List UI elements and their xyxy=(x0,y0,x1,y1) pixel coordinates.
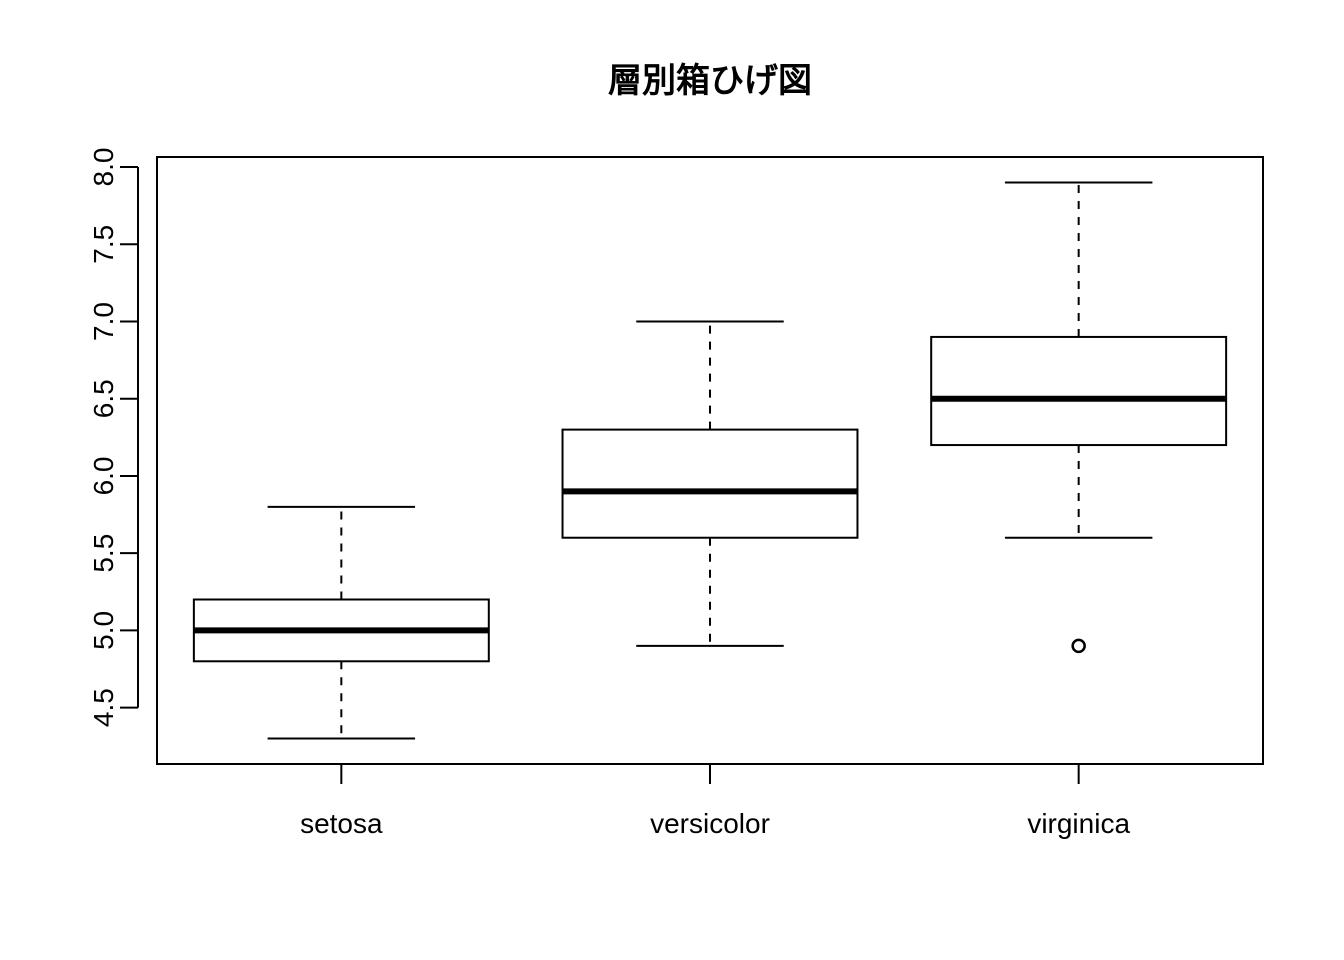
y-tick-label-0: 4.5 xyxy=(88,688,119,727)
x-tick-label-setosa: setosa xyxy=(300,808,383,839)
boxes-group xyxy=(192,181,1228,740)
y-tick-label-1: 5.0 xyxy=(88,611,119,650)
y-tick-label-6: 7.5 xyxy=(88,225,119,264)
iqr-box-virginica xyxy=(930,335,1228,447)
x-tick-label-versicolor: versicolor xyxy=(650,808,770,839)
y-tick-label-7: 8.0 xyxy=(88,148,119,187)
x-tick-label-virginica: virginica xyxy=(1027,808,1130,839)
y-axis: 4.5 5.0 5.5 6.0 6.5 7.0 7.5 8.0 xyxy=(88,148,139,727)
x-axis: setosa versicolor virginica xyxy=(300,764,1130,839)
y-tick-label-4: 6.5 xyxy=(88,379,119,418)
box-versicolor xyxy=(561,320,859,647)
y-tick-label-3: 6.0 xyxy=(88,456,119,495)
box-virginica xyxy=(930,181,1228,654)
outlier-point-virginica-0 xyxy=(1071,638,1086,654)
y-tick-label-2: 5.5 xyxy=(88,534,119,573)
box-setosa xyxy=(192,505,490,740)
y-tick-label-5: 7.0 xyxy=(88,302,119,341)
chart-title: 層別箱ひげ図 xyxy=(608,61,812,101)
iqr-box-versicolor xyxy=(561,428,859,539)
